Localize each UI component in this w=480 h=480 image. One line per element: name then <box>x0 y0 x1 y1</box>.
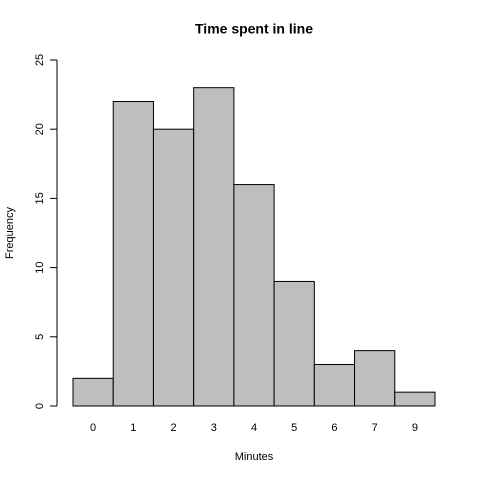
x-tick-label: 1 <box>130 422 136 434</box>
y-tick-label: 5 <box>34 334 46 340</box>
x-axis-label: Minutes <box>235 451 274 463</box>
bar <box>233 184 275 407</box>
y-tick-label: 10 <box>34 261 46 273</box>
bar <box>394 391 436 407</box>
bar <box>152 128 195 407</box>
bar <box>72 377 114 407</box>
bar <box>313 363 356 407</box>
x-tick-label: 7 <box>372 422 378 434</box>
chart-title: Time spent in line <box>195 21 313 37</box>
y-tick-label: 20 <box>34 123 46 135</box>
bar <box>354 350 396 407</box>
x-tick-label: 0 <box>90 422 96 434</box>
x-tick-label: 9 <box>412 422 418 434</box>
y-tick-label: 25 <box>34 54 46 66</box>
x-tick-label: 6 <box>331 422 337 434</box>
bar <box>193 87 235 407</box>
x-tick-label: 4 <box>251 422 257 434</box>
y-tick-label: 0 <box>34 403 46 409</box>
y-tick-label: 15 <box>34 192 46 204</box>
x-tick-label: 5 <box>291 422 297 434</box>
bar <box>273 280 315 407</box>
x-tick-label: 2 <box>170 422 176 434</box>
bar <box>112 101 154 407</box>
y-axis-label: Frequency <box>4 207 16 259</box>
x-tick-label: 3 <box>211 422 217 434</box>
